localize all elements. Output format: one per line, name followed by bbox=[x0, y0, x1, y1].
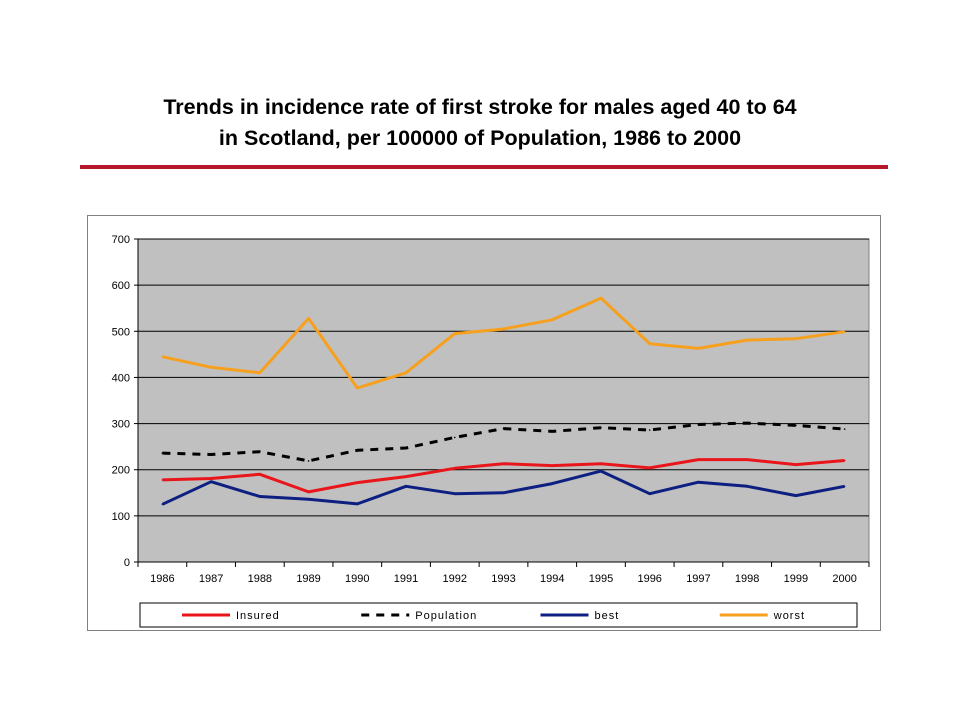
data-point-worst bbox=[648, 342, 651, 345]
data-point-best bbox=[502, 491, 505, 494]
chart-title-line-2: in Scotland, per 100000 of Population, 1… bbox=[218, 126, 742, 150]
legend-label-population: Population bbox=[415, 610, 477, 622]
data-point-insured bbox=[210, 477, 212, 480]
data-point-population bbox=[161, 452, 164, 454]
data-point-worst bbox=[502, 328, 505, 330]
legend-label-insured: Insured bbox=[236, 610, 280, 622]
data-point-population bbox=[502, 427, 505, 430]
data-point-insured bbox=[259, 473, 261, 476]
data-point-population bbox=[453, 436, 456, 439]
data-point-population bbox=[648, 429, 651, 431]
data-point-worst bbox=[210, 366, 212, 369]
data-point-best bbox=[795, 494, 797, 497]
y-tick-label: 300 bbox=[112, 419, 130, 431]
x-tick-label: 1992 bbox=[443, 573, 467, 585]
data-point-worst bbox=[356, 387, 359, 389]
data-point-worst bbox=[161, 355, 164, 358]
data-point-best bbox=[648, 492, 651, 495]
legend-label-worst: worst bbox=[773, 610, 805, 622]
data-point-insured bbox=[551, 464, 554, 467]
x-tick-label: 1993 bbox=[491, 573, 515, 585]
x-tick-label: 2000 bbox=[832, 573, 856, 585]
data-point-population bbox=[210, 453, 212, 456]
title-divider bbox=[80, 165, 888, 169]
data-point-population bbox=[259, 450, 261, 453]
data-point-insured bbox=[161, 479, 164, 481]
data-point-worst bbox=[259, 372, 261, 374]
data-point-worst bbox=[843, 330, 846, 333]
chart-title-line-1: Trends in incidence rate of first stroke… bbox=[163, 95, 797, 119]
data-point-best bbox=[843, 485, 846, 488]
data-point-insured bbox=[795, 463, 797, 466]
data-point-insured bbox=[746, 458, 748, 461]
data-point-best bbox=[551, 482, 554, 485]
data-point-best bbox=[405, 485, 407, 488]
x-tick-label: 1987 bbox=[199, 573, 223, 585]
data-point-insured bbox=[405, 475, 407, 478]
data-point-best bbox=[307, 498, 310, 501]
y-tick-label: 500 bbox=[112, 326, 130, 338]
x-tick-label: 1988 bbox=[248, 573, 272, 585]
x-tick-label: 1998 bbox=[735, 573, 759, 585]
data-point-insured bbox=[843, 459, 846, 462]
data-point-insured bbox=[453, 467, 456, 470]
data-point-best bbox=[697, 481, 700, 483]
data-point-insured bbox=[648, 467, 651, 469]
x-tick-label: 1999 bbox=[784, 573, 808, 585]
data-point-best bbox=[161, 503, 164, 506]
data-point-worst bbox=[453, 332, 456, 335]
data-point-insured bbox=[307, 491, 310, 493]
data-point-population bbox=[356, 449, 359, 452]
y-tick-label: 700 bbox=[112, 234, 130, 246]
data-point-worst bbox=[307, 317, 310, 320]
y-tick-label: 100 bbox=[112, 511, 130, 523]
x-tick-label: 1986 bbox=[150, 573, 174, 585]
data-point-best bbox=[453, 492, 456, 495]
data-point-worst bbox=[697, 347, 700, 350]
data-point-best bbox=[259, 495, 261, 498]
x-tick-label: 1996 bbox=[637, 573, 661, 585]
legend-label-best: best bbox=[595, 610, 620, 622]
data-point-population bbox=[405, 447, 407, 449]
chart-area: 0 100 200 300 400 500 600 700 1986 1987 1988 1989 19… bbox=[87, 215, 881, 631]
x-tick-label: 1991 bbox=[394, 573, 418, 585]
data-point-best bbox=[746, 485, 748, 488]
y-tick-label: 600 bbox=[112, 280, 130, 292]
data-point-insured bbox=[600, 462, 602, 465]
data-point-insured bbox=[502, 462, 505, 465]
data-point-population bbox=[795, 424, 797, 427]
line-chart: 0 100 200 300 400 500 600 700 1986 1987 1988 1989 19… bbox=[112, 234, 870, 628]
data-point-worst bbox=[551, 318, 554, 321]
data-point-population bbox=[697, 423, 700, 426]
data-point-population bbox=[843, 428, 846, 430]
data-point-best bbox=[210, 480, 212, 483]
data-point-insured bbox=[356, 481, 359, 484]
y-tick-label: 0 bbox=[124, 557, 130, 569]
x-tick-label: 1995 bbox=[589, 573, 613, 585]
data-point-worst bbox=[746, 339, 748, 341]
data-point-worst bbox=[405, 372, 407, 374]
x-tick-label: 1990 bbox=[345, 573, 369, 585]
data-point-best bbox=[356, 503, 359, 505]
x-tick-label: 1989 bbox=[296, 573, 320, 585]
plot-background bbox=[137, 238, 870, 563]
x-tick-label: 1994 bbox=[540, 573, 564, 585]
data-point-worst bbox=[795, 337, 797, 340]
x-tick-label: 1997 bbox=[686, 573, 710, 585]
data-point-population bbox=[551, 430, 554, 433]
data-point-worst bbox=[600, 297, 602, 299]
data-point-population bbox=[600, 426, 602, 429]
data-point-best bbox=[600, 470, 602, 472]
chart-title: Trends in incidence rate of first stroke… bbox=[60, 92, 900, 154]
data-point-population bbox=[746, 422, 748, 424]
y-tick-label: 200 bbox=[112, 465, 130, 477]
data-point-population bbox=[307, 460, 310, 462]
data-point-insured bbox=[697, 458, 700, 461]
y-tick-label: 400 bbox=[112, 372, 130, 384]
